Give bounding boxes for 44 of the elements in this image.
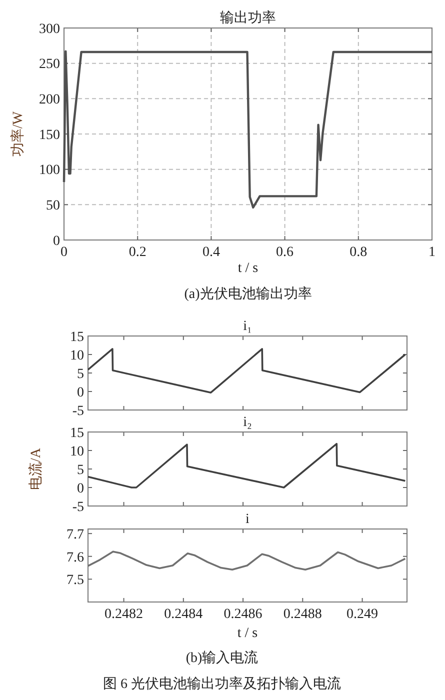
chart-title: i xyxy=(246,512,250,527)
x-tick-label: 0.8 xyxy=(350,245,368,260)
chart-title: i₂ xyxy=(243,415,252,430)
text: (a)光伏电池输出功率 xyxy=(184,286,312,302)
y-tick-label: 5 xyxy=(77,366,84,382)
y-tick-label: -5 xyxy=(72,404,84,419)
y-tick-label: -5 xyxy=(72,500,84,515)
x-tick-label: 0.6 xyxy=(276,245,294,260)
y-tick-label: 300 xyxy=(39,22,60,37)
y-tick-label: 200 xyxy=(39,92,60,108)
y-tick-label: 10 xyxy=(70,444,84,460)
x-axis-title: t / s xyxy=(238,261,258,276)
x-tick-label: 0.2482 xyxy=(104,607,144,622)
x-tick-label: 0.4 xyxy=(202,245,220,260)
y-tick-label: 15 xyxy=(70,330,84,345)
chart-title: i₁ xyxy=(243,319,252,334)
x-axis-title: t / s xyxy=(237,626,258,641)
y-tick-label: 5 xyxy=(77,462,84,478)
y-tick-label: 0 xyxy=(77,385,84,400)
x-tick-label: 0.249 xyxy=(346,607,378,622)
y-tick-label: 10 xyxy=(70,348,84,364)
line-series xyxy=(62,50,434,209)
caption: 图 6 光伏电池输出功率及拓扑输入电流 xyxy=(103,676,341,692)
y-tick-label: 7.6 xyxy=(66,550,84,566)
x-tick-label: 0.2484 xyxy=(164,607,203,622)
x-tick-label: 0.2486 xyxy=(224,607,262,622)
y-tick-label: 7.5 xyxy=(66,573,84,588)
y-tick-label: 50 xyxy=(46,198,60,214)
y-tick-label: 100 xyxy=(39,163,60,178)
line-series xyxy=(87,442,406,488)
y-tick-label: 0 xyxy=(77,481,84,496)
line-series xyxy=(87,348,406,394)
y-axis-title: 功率/W xyxy=(10,110,26,157)
text: (b)输入电流 xyxy=(186,650,258,666)
y-tick-label: 150 xyxy=(39,128,60,143)
y-tick-label: 7.7 xyxy=(66,527,84,542)
y-axis-title: 电流/A xyxy=(28,447,44,490)
x-tick-label: 1 xyxy=(428,245,436,260)
chart-title: 输出功率 xyxy=(220,10,276,26)
y-tick-label: 250 xyxy=(39,57,60,72)
y-tick-label: 15 xyxy=(70,426,84,441)
y-tick-label: 0 xyxy=(53,234,60,249)
x-tick-label: 0.2488 xyxy=(283,607,322,622)
x-tick-label: 0.2 xyxy=(128,245,146,260)
